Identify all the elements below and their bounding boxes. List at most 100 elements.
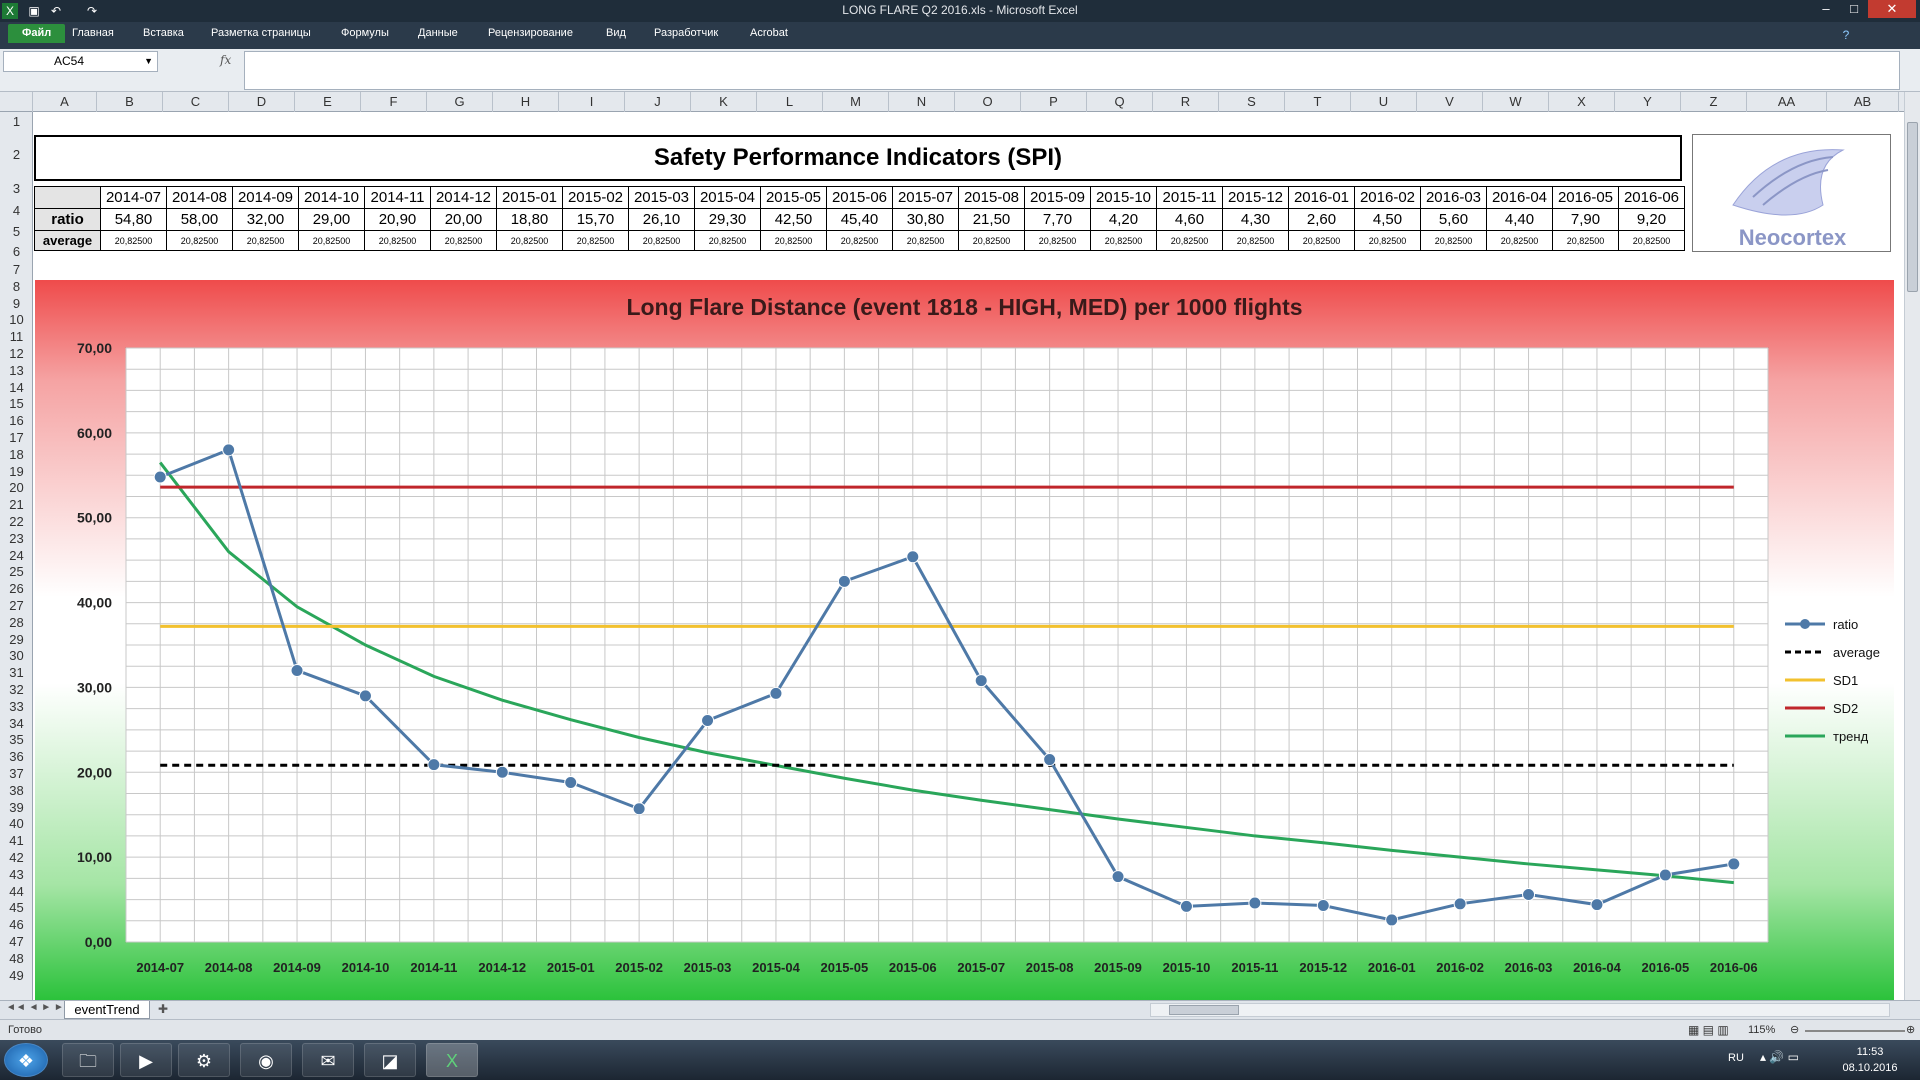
average-cell[interactable]: 20,82500 bbox=[1024, 230, 1091, 251]
mail-icon[interactable]: ✉ bbox=[302, 1043, 354, 1077]
average-cell[interactable]: 20,82500 bbox=[100, 230, 167, 251]
sheet-nav-arrows-icon[interactable]: ◄◄ ◄ ► ►► bbox=[6, 1002, 74, 1013]
row-header-47[interactable]: 47 bbox=[9, 934, 24, 949]
column-header-o[interactable]: O bbox=[955, 92, 1021, 112]
excel-app-icon[interactable]: X bbox=[2, 3, 18, 19]
column-header-v[interactable]: V bbox=[1417, 92, 1483, 112]
row-header-24[interactable]: 24 bbox=[9, 547, 24, 563]
tab-data[interactable]: Данные bbox=[418, 27, 458, 39]
row-header-40[interactable]: 40 bbox=[9, 816, 24, 832]
ratio-cell[interactable]: 4,60 bbox=[1156, 208, 1223, 231]
row-header-37[interactable]: 37 bbox=[9, 766, 24, 781]
tab-developer[interactable]: Разработчик bbox=[654, 27, 719, 39]
column-header-ab[interactable]: AB bbox=[1827, 92, 1899, 112]
zoom-out-icon[interactable]: ⊖ bbox=[1790, 1024, 1800, 1036]
minimize-button[interactable]: – bbox=[1822, 1, 1830, 16]
ratio-cell[interactable]: 7,90 bbox=[1552, 208, 1619, 231]
column-header-aa[interactable]: AA bbox=[1747, 92, 1827, 112]
ratio-cell[interactable]: 29,30 bbox=[694, 208, 761, 231]
month-cell[interactable]: 2014-11 bbox=[364, 186, 431, 209]
tab-page-layout[interactable]: Разметка страницы bbox=[211, 27, 311, 39]
column-header-m[interactable]: M bbox=[823, 92, 889, 112]
ratio-cell[interactable]: 29,00 bbox=[298, 208, 365, 231]
ratio-cell[interactable]: 18,80 bbox=[496, 208, 563, 231]
month-cell[interactable]: 2015-08 bbox=[958, 186, 1025, 209]
average-cell[interactable]: 20,82500 bbox=[1354, 230, 1421, 251]
zoom-level[interactable]: 115% bbox=[1748, 1024, 1776, 1036]
help-icon[interactable]: ? bbox=[1842, 28, 1850, 42]
zoom-slider[interactable] bbox=[1805, 1030, 1905, 1032]
column-header-y[interactable]: Y bbox=[1615, 92, 1681, 112]
excel-taskbar-icon[interactable]: X bbox=[426, 1043, 478, 1077]
row-header-2[interactable]: 2 bbox=[12, 147, 21, 162]
column-header-d[interactable]: D bbox=[229, 92, 295, 112]
row-header-34[interactable]: 34 bbox=[9, 715, 24, 731]
average-cell[interactable]: 20,82500 bbox=[628, 230, 695, 251]
column-header-z[interactable]: Z bbox=[1681, 92, 1747, 112]
ratio-cell[interactable]: 54,80 bbox=[100, 208, 167, 231]
average-cell[interactable]: 20,82500 bbox=[1156, 230, 1223, 251]
month-cell[interactable]: 2015-06 bbox=[826, 186, 893, 209]
month-cell[interactable]: 2014-07 bbox=[100, 186, 167, 209]
chevron-down-icon[interactable]: ▼ bbox=[144, 56, 153, 66]
ratio-cell[interactable]: 7,70 bbox=[1024, 208, 1091, 231]
month-cell[interactable]: 2016-05 bbox=[1552, 186, 1619, 209]
language-indicator[interactable]: RU bbox=[1728, 1052, 1744, 1064]
pdf-icon[interactable]: ◪ bbox=[364, 1043, 416, 1077]
column-header-s[interactable]: S bbox=[1219, 92, 1285, 112]
column-header-i[interactable]: I bbox=[559, 92, 625, 112]
column-header-g[interactable]: G bbox=[427, 92, 493, 112]
media-player-icon[interactable]: ▶ bbox=[120, 1043, 172, 1077]
average-cell[interactable]: 20,82500 bbox=[1420, 230, 1487, 251]
ratio-cell[interactable]: 45,40 bbox=[826, 208, 893, 231]
row-header-4[interactable]: 4 bbox=[12, 203, 21, 218]
row-header-49[interactable]: 49 bbox=[9, 967, 24, 983]
row-header-35[interactable]: 35 bbox=[9, 732, 24, 748]
row-header-15[interactable]: 15 bbox=[9, 396, 24, 412]
horizontal-scrollbar[interactable] bbox=[1150, 1003, 1890, 1017]
vertical-scrollbar[interactable] bbox=[1904, 92, 1920, 1000]
month-cell[interactable]: 2015-09 bbox=[1024, 186, 1091, 209]
scrollbar-thumb[interactable] bbox=[1907, 122, 1918, 292]
ratio-cell[interactable]: 4,20 bbox=[1090, 208, 1157, 231]
row-header-44[interactable]: 44 bbox=[9, 883, 24, 899]
average-cell[interactable]: 20,82500 bbox=[364, 230, 431, 251]
name-box[interactable]: AC54 ▼ bbox=[3, 51, 158, 72]
view-buttons-icon[interactable]: ▦ ▤ ▥ bbox=[1688, 1023, 1729, 1037]
explorer-icon[interactable]: 🗀 bbox=[62, 1043, 114, 1077]
row-header-11[interactable]: 11 bbox=[9, 329, 24, 345]
row-header-13[interactable]: 13 bbox=[9, 362, 24, 378]
tab-formulas[interactable]: Формулы bbox=[341, 27, 389, 39]
row-header-45[interactable]: 45 bbox=[9, 900, 24, 916]
month-cell[interactable]: 2015-11 bbox=[1156, 186, 1223, 209]
worksheet-grid[interactable]: Safety Performance Indicators (SPI) 2014… bbox=[33, 112, 1904, 1000]
column-header-q[interactable]: Q bbox=[1087, 92, 1153, 112]
average-cell[interactable]: 20,82500 bbox=[1486, 230, 1553, 251]
row-header-7[interactable]: 7 bbox=[12, 262, 21, 277]
row-header-26[interactable]: 26 bbox=[9, 581, 24, 597]
row-header-1[interactable]: 1 bbox=[12, 114, 21, 129]
column-header-r[interactable]: R bbox=[1153, 92, 1219, 112]
row-header-39[interactable]: 39 bbox=[9, 799, 24, 815]
insert-function-icon[interactable]: fx bbox=[220, 53, 232, 67]
sheet-tab-eventtrend[interactable]: eventTrend bbox=[64, 1001, 150, 1019]
average-cell[interactable]: 20,82500 bbox=[694, 230, 761, 251]
row-header-28[interactable]: 28 bbox=[9, 614, 24, 630]
column-header-x[interactable]: X bbox=[1549, 92, 1615, 112]
month-cell[interactable]: 2015-04 bbox=[694, 186, 761, 209]
average-cell[interactable]: 20,82500 bbox=[1552, 230, 1619, 251]
ratio-cell[interactable]: 9,20 bbox=[1618, 208, 1685, 231]
average-cell[interactable]: 20,82500 bbox=[892, 230, 959, 251]
row-header-10[interactable]: 10 bbox=[9, 312, 24, 328]
ratio-cell[interactable]: 21,50 bbox=[958, 208, 1025, 231]
row-header-32[interactable]: 32 bbox=[9, 682, 24, 697]
month-cell[interactable]: 2016-01 bbox=[1288, 186, 1355, 209]
row-header-29[interactable]: 29 bbox=[9, 631, 24, 647]
row-header-22[interactable]: 22 bbox=[9, 514, 24, 529]
column-header-u[interactable]: U bbox=[1351, 92, 1417, 112]
row-header-33[interactable]: 33 bbox=[9, 698, 24, 714]
column-header-a[interactable]: A bbox=[33, 92, 97, 112]
row-header-16[interactable]: 16 bbox=[9, 413, 24, 429]
ratio-cell[interactable]: 4,50 bbox=[1354, 208, 1421, 231]
row-header-43[interactable]: 43 bbox=[9, 866, 24, 882]
